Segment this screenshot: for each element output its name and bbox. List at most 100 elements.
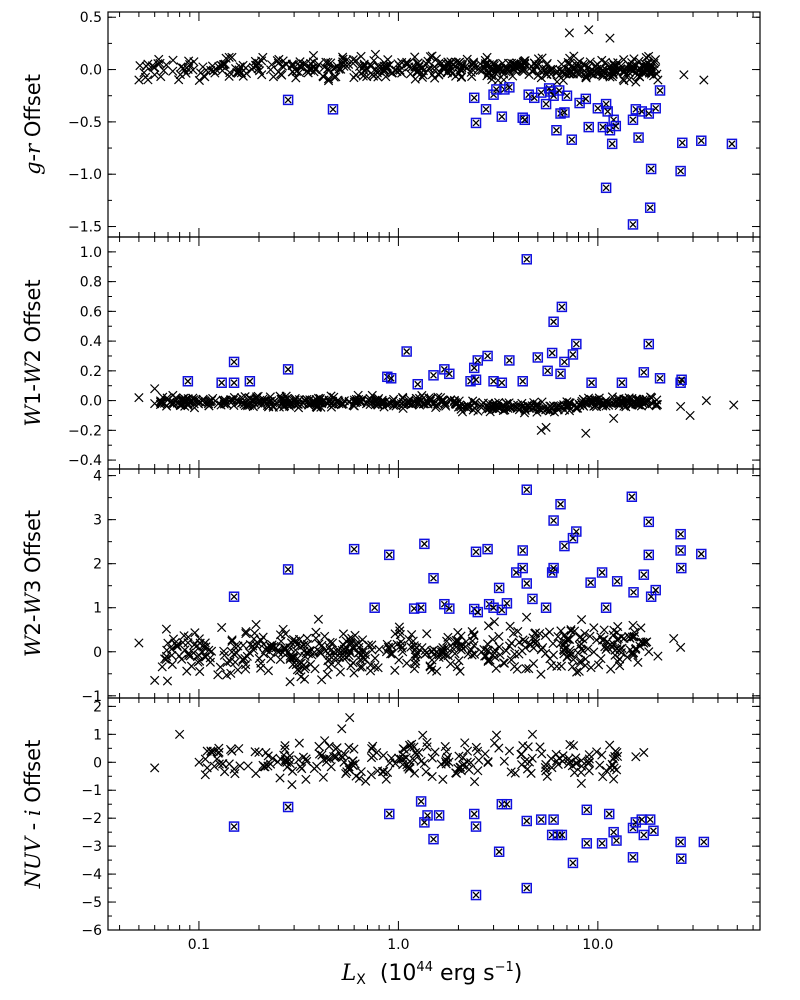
flagged-point [650,584,661,596]
y-tick-label: 3 [93,513,102,529]
flagged-point [282,564,294,575]
normal-point [462,54,472,64]
normal-point [363,640,374,650]
normal-point [323,76,334,86]
normal-point [454,68,464,78]
flagged-point [675,528,686,540]
normal-point [398,393,408,403]
y-tick-label: 0.4 [80,334,102,350]
normal-point [199,71,209,81]
normal-point [578,59,588,69]
flagged-point [626,491,638,502]
flagged-point [519,114,530,126]
normal-point [495,64,505,74]
normal-point [383,642,394,652]
flagged-point [648,825,659,837]
normal-point [358,71,368,81]
normal-point [616,632,627,642]
normal-point [634,56,644,66]
normal-point [374,644,384,654]
flagged-point [559,356,570,368]
normal-point [280,741,290,751]
flagged-point [675,165,686,177]
normal-point [417,72,428,83]
normal-point [422,737,432,748]
normal-point [338,399,348,409]
normal-point [576,615,587,625]
normal-point [348,756,358,766]
normal-point [263,666,274,676]
normal-point [462,746,473,756]
normal-point [599,625,609,635]
y-axis-label: W1-W2 Offset [21,279,45,426]
normal-point [197,396,208,406]
normal-point [541,759,551,770]
normal-point [295,57,305,67]
y-tick-label: 2 [93,699,102,715]
normal-point [608,760,618,770]
normal-point [569,51,579,61]
normal-point [155,58,165,69]
normal-point [524,663,534,674]
normal-point [598,70,609,80]
normal-point [644,401,654,411]
normal-point [187,396,197,406]
normal-point [200,770,210,780]
normal-point [150,398,160,409]
normal-point [549,407,560,417]
normal-point [536,73,546,83]
normal-point [628,650,638,661]
normal-point [134,392,144,403]
normal-point [506,638,517,648]
flagged-point [643,549,655,561]
normal-point [287,779,297,790]
normal-point [226,395,236,405]
normal-point [150,763,160,773]
normal-point [636,623,646,633]
flagged-point [611,576,623,587]
flagged-point [571,526,582,537]
normal-point [251,768,261,779]
flagged-point [583,121,594,133]
normal-point [320,736,330,746]
normal-point [469,630,479,640]
normal-point [457,642,467,652]
normal-point [628,620,638,630]
normal-point [346,661,356,671]
flagged-point [675,545,686,556]
normal-point [167,659,177,670]
normal-point [628,648,638,659]
normal-point [162,676,173,686]
normal-point [321,57,331,67]
normal-point [469,649,480,659]
flagged-point [468,808,480,820]
normal-point [482,645,492,655]
y-tick-label: 0.8 [80,275,102,291]
normal-point [367,640,377,650]
flagged-point [228,377,240,388]
normal-point [360,654,370,664]
normal-point [238,654,248,664]
flagged-point [228,356,240,368]
flagged-point [493,846,505,857]
flagged-point [491,84,502,95]
normal-point [626,62,636,73]
flagged-point [696,548,707,560]
normal-point [150,70,160,80]
flagged-point [216,377,227,388]
normal-point [275,654,285,665]
normal-point [342,55,352,65]
normal-point [547,762,557,773]
normal-point [277,394,287,404]
panel-frame [107,236,761,470]
normal-point [404,634,414,644]
normal-point [527,753,537,763]
normal-point [213,670,223,680]
normal-point [431,402,441,413]
normal-point [618,74,628,84]
normal-point [629,54,639,64]
normal-point [535,628,545,639]
normal-point [466,67,476,78]
panel-frame [107,697,761,931]
normal-point [548,638,558,649]
